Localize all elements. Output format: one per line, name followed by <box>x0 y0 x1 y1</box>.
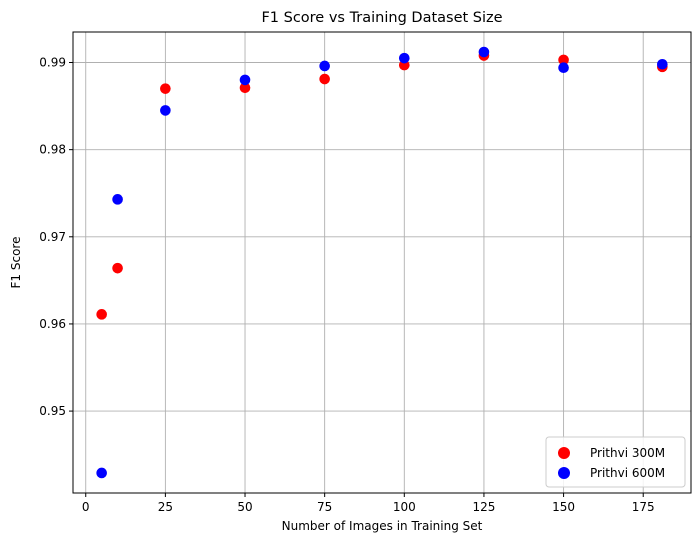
data-point-prithvi-600m <box>112 194 123 205</box>
x-tick-label: 150 <box>552 500 575 514</box>
legend-marker-prithvi-300m <box>558 447 570 459</box>
data-point-prithvi-600m <box>160 105 171 116</box>
data-point-prithvi-600m <box>96 467 107 479</box>
chart-title: F1 Score vs Training Dataset Size <box>261 10 502 26</box>
x-tick-label: 125 <box>472 500 495 514</box>
y-tick-label: 0.96 <box>39 317 66 331</box>
data-point-prithvi-300m <box>160 83 171 94</box>
legend-label-prithvi-300m: Prithvi 300M <box>590 446 665 460</box>
data-point-prithvi-600m <box>319 60 330 72</box>
data-point-prithvi-300m <box>319 73 330 85</box>
data-point-prithvi-600m <box>558 62 569 74</box>
data-point-prithvi-600m <box>478 46 490 58</box>
x-tick-label: 75 <box>317 500 332 514</box>
y-tick-label: 0.99 <box>39 56 66 70</box>
data-point-prithvi-600m <box>398 52 410 64</box>
grid <box>73 32 691 493</box>
legend: Prithvi 300M Prithvi 600M <box>545 436 686 488</box>
legend-box <box>545 436 686 488</box>
legend-label-prithvi-600m: Prithvi 600M <box>590 466 665 480</box>
axis-ticks: 0 25 50 75 100 125 150 175 0.95 0.96 0.97 0.98 0.99 <box>39 56 654 514</box>
y-tick-label: 0.97 <box>39 230 66 244</box>
x-tick-label: 0 <box>82 500 90 514</box>
data-points <box>96 46 668 479</box>
y-tick-label: 0.95 <box>39 404 66 418</box>
data-point-prithvi-300m <box>112 262 123 274</box>
x-tick-label: 25 <box>158 500 173 514</box>
data-point-prithvi-600m <box>657 58 668 70</box>
y-tick-label: 0.98 <box>39 143 66 157</box>
x-tick-label: 175 <box>632 500 655 514</box>
x-tick-label: 50 <box>237 500 252 514</box>
data-point-prithvi-300m <box>96 309 107 320</box>
x-tick-label: 100 <box>393 500 416 514</box>
data-point-prithvi-300m <box>239 82 251 94</box>
plot-area-frame <box>72 31 692 494</box>
x-axis-title: Number of Images in Training Set <box>282 519 483 533</box>
legend-marker-prithvi-600m <box>558 467 570 479</box>
data-point-prithvi-300m <box>558 54 569 66</box>
y-axis-title: F1 Score <box>9 237 23 289</box>
data-point-prithvi-600m <box>239 74 251 86</box>
